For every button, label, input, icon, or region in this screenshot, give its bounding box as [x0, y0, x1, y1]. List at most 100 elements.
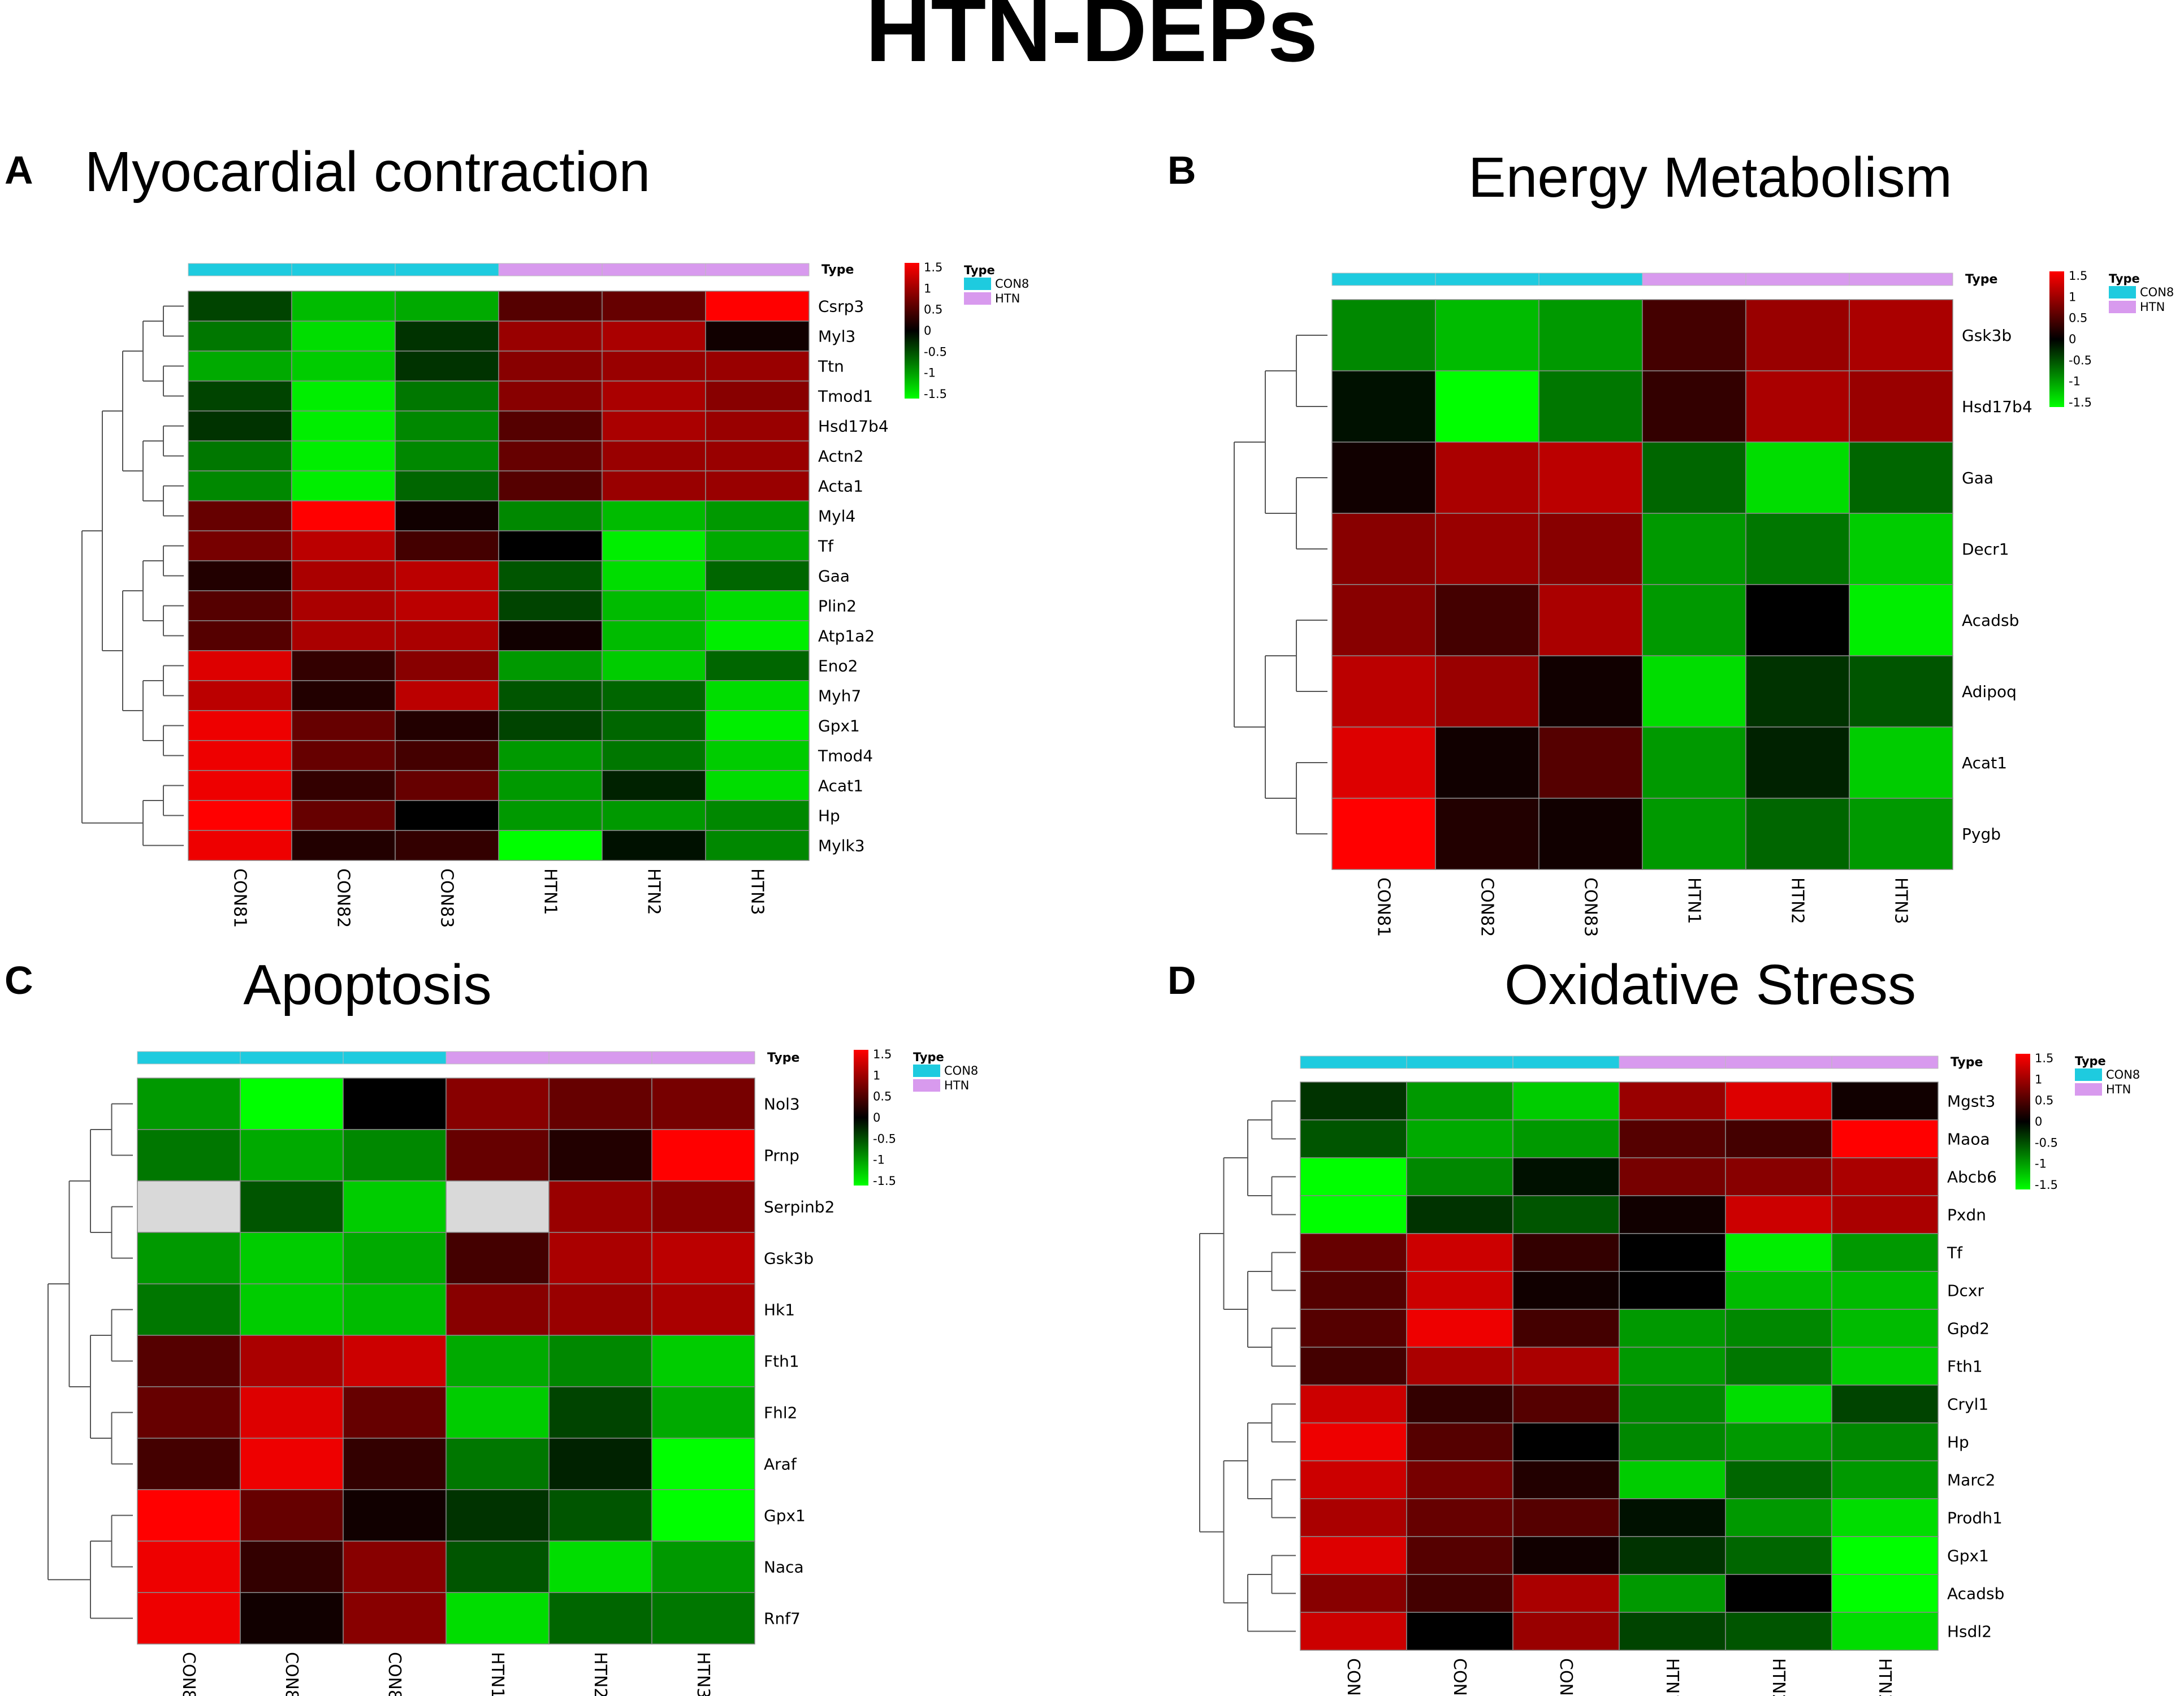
heatmap-cell — [498, 710, 603, 741]
heatmap-cell — [548, 1078, 652, 1130]
heatmap-cell — [1831, 1385, 1939, 1424]
row-label: Araf — [764, 1455, 797, 1474]
heatmap-cell — [1745, 584, 1850, 656]
heatmap-cell — [1300, 1119, 1407, 1158]
heatmap-cell — [1642, 370, 1746, 443]
row-label: Hp — [818, 807, 840, 825]
heatmap-cell — [395, 470, 499, 501]
heatmap-cell — [395, 680, 499, 711]
column-label: HTN2 — [1768, 1658, 1788, 1696]
heatmap-cell — [1435, 513, 1539, 585]
heatmap-cell — [1538, 513, 1643, 585]
heatmap-cell — [1849, 798, 1953, 870]
annotation-type-label: Type — [821, 263, 854, 277]
row-label: Gaa — [818, 567, 850, 586]
column-label: CON81 — [1374, 877, 1394, 937]
heatmap-cell — [1849, 299, 1953, 371]
row-label: Hsdl2 — [1947, 1623, 1992, 1641]
row-label: Myl4 — [818, 507, 855, 526]
heatmap-cell — [1538, 299, 1643, 371]
color-scale-tick: -1.5 — [924, 387, 947, 401]
heatmap-cell — [548, 1180, 652, 1233]
heatmap-cell — [1435, 584, 1539, 656]
panel-letter-d: D — [1167, 958, 1196, 1002]
row-label: Pxdn — [1947, 1206, 1986, 1225]
heatmap-cell — [1300, 1460, 1407, 1499]
heatmap-cell — [446, 1541, 550, 1593]
annotation-type-label: Type — [1951, 1055, 1983, 1070]
color-scale-tick: -1.5 — [2069, 396, 2092, 409]
row-label: Gpx1 — [1947, 1547, 1989, 1565]
group-legend-swatch-con8 — [964, 278, 991, 290]
row-label: Gpx1 — [764, 1507, 806, 1525]
heatmap-cell — [188, 710, 292, 741]
heatmap-cell — [602, 351, 706, 382]
heatmap-d: Type Mgst3 Maoa Abcb6 Pxdn Tf Dcxr Gpd2 Fth1 Cryl… — [1199, 1052, 2140, 1696]
heatmap-cell — [291, 590, 396, 621]
panel-title-b: Energy Metabolism — [1468, 146, 1952, 209]
color-scale-tick: -0.5 — [873, 1132, 896, 1145]
color-scale-tick: 0 — [2035, 1115, 2042, 1128]
color-scale-tick: 1 — [924, 282, 931, 295]
color-scale-tick: -0.5 — [2069, 353, 2092, 367]
heatmap-cell — [291, 380, 396, 412]
group-legend-swatch-con8 — [2075, 1068, 2102, 1081]
heatmap-cell — [1300, 1536, 1407, 1575]
heatmap-cell — [705, 710, 810, 741]
heatmap-cell — [188, 440, 292, 471]
heatmap-cell — [291, 620, 396, 651]
heatmap-cell — [498, 380, 603, 412]
annotation-cell-con8 — [1512, 1055, 1620, 1069]
heatmap-cell — [548, 1489, 652, 1542]
heatmap-cell — [548, 1541, 652, 1593]
annotation-cell-con8 — [240, 1051, 344, 1065]
heatmap-cell — [188, 530, 292, 561]
panel-letter-a: A — [5, 148, 33, 192]
heatmap-cell — [651, 1078, 755, 1130]
heatmap-cell — [1406, 1271, 1513, 1310]
group-legend-label: CON8 — [995, 277, 1029, 291]
heatmap-cell — [395, 351, 499, 382]
heatmap-cell — [291, 680, 396, 711]
annotation-cell-con8 — [188, 263, 292, 276]
heatmap-cell — [1300, 1385, 1407, 1424]
heatmap-cell — [188, 620, 292, 651]
panel-d: D Oxidative Stress Type Mgst3 Maoa Abcb6 Pxd… — [1167, 953, 2140, 1696]
heatmap-cell — [705, 530, 810, 561]
heatmap-cell — [291, 800, 396, 831]
heatmap-cell — [137, 1335, 241, 1387]
row-label: Prodh1 — [1947, 1509, 2003, 1528]
heatmap-cell — [446, 1592, 550, 1645]
heatmap-cell — [1300, 1574, 1407, 1613]
heatmap-cell — [1512, 1498, 1620, 1537]
heatmap-cell — [1831, 1233, 1939, 1272]
heatmap-cell — [1300, 1195, 1407, 1234]
annotation-cell-htn — [1642, 272, 1746, 286]
row-label: Tf — [818, 537, 834, 556]
heatmap-cell — [1725, 1385, 1832, 1424]
heatmap-cell — [395, 380, 499, 412]
heatmap-cell — [705, 380, 810, 412]
row-label: Hsd17b4 — [1962, 397, 2032, 416]
heatmap-cell — [1745, 726, 1850, 799]
color-scale-bar — [2016, 1054, 2030, 1189]
heatmap-cell — [1745, 798, 1850, 870]
heatmap-cell — [1300, 1309, 1407, 1348]
heatmap-cell — [498, 620, 603, 651]
heatmap-cell — [602, 680, 706, 711]
heatmap-cell — [548, 1438, 652, 1490]
heatmap-cell — [705, 680, 810, 711]
annotation-cell-con8 — [291, 263, 396, 276]
heatmap-cell — [1512, 1233, 1620, 1272]
heatmap-cell — [395, 590, 499, 621]
heatmap-cell — [498, 500, 603, 531]
heatmap-cell — [1725, 1195, 1832, 1234]
heatmap-cell — [602, 291, 706, 322]
color-scale-tick: 0.5 — [2035, 1094, 2053, 1107]
heatmap-cell — [1619, 1271, 1726, 1310]
heatmap-cell — [1512, 1460, 1620, 1499]
color-scale-bar — [905, 263, 919, 399]
heatmap-cell — [240, 1541, 344, 1593]
row-label: Tf — [1947, 1244, 1963, 1262]
heatmap-cell — [446, 1386, 550, 1439]
